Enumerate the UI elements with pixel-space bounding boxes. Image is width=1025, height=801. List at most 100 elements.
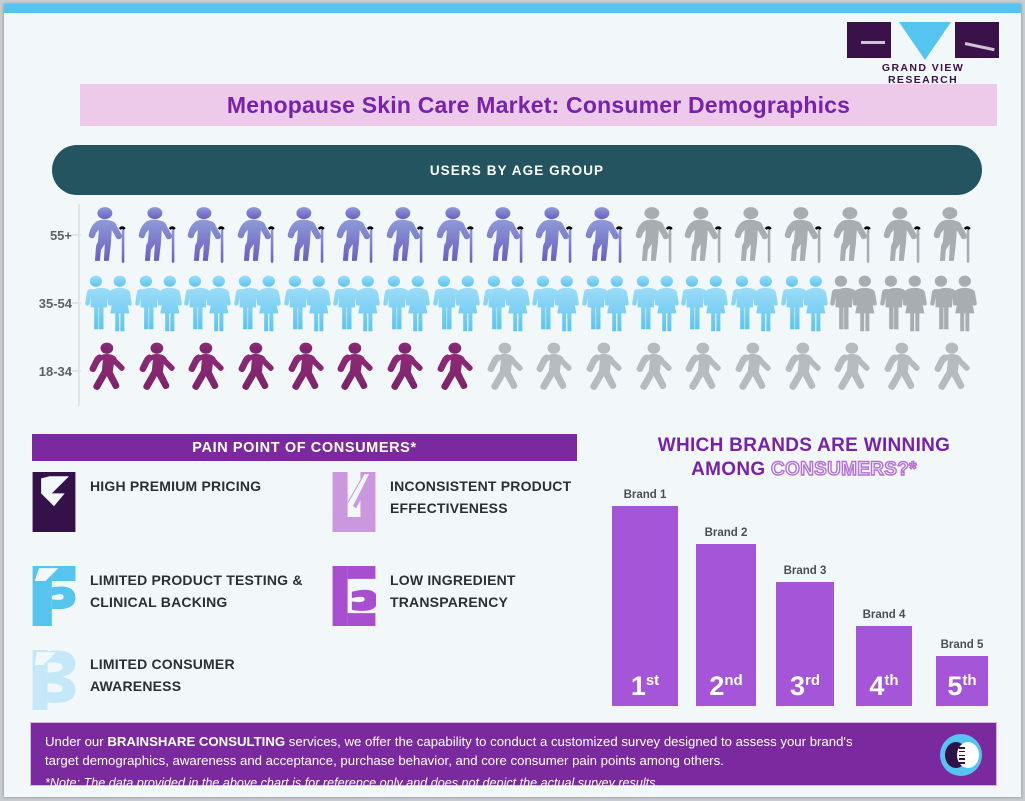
- pain-point-label: HIGH PREMIUM PRICING: [90, 478, 262, 494]
- young-walking-person-icon-filled: [233, 340, 283, 404]
- elderly-person-with-cane-icon-muted: [631, 204, 681, 268]
- numbered-badge-4-icon: [332, 472, 376, 532]
- young-walking-person-icon-filled: [183, 340, 233, 404]
- top-accent-bar: [4, 4, 1021, 13]
- pictogram-axis: [78, 204, 80, 406]
- logo-g-block: [847, 22, 891, 58]
- elderly-person-with-cane-icon-muted: [929, 204, 979, 268]
- logo-v-triangle: [899, 22, 951, 60]
- bar-group: Brand 2 2nd: [696, 527, 756, 706]
- adult-couple-holding-hands-icon-filled: [233, 272, 283, 336]
- logo-r-block: [955, 22, 999, 58]
- brainshare-logo: [940, 734, 982, 776]
- bar-group: Brand 5 5th: [936, 639, 988, 706]
- bar-rank-label: 4th: [869, 671, 899, 701]
- age-group-pictogram-chart: 55+ 35-54 18-34: [32, 202, 982, 410]
- elderly-person-with-cane-icon-filled: [531, 204, 581, 268]
- young-walking-person-icon-filled: [283, 340, 333, 404]
- footer-paragraph: Under our BRAINSHARE CONSULTING services…: [45, 732, 875, 770]
- young-walking-person-icon-filled: [332, 340, 382, 404]
- young-walking-person-icon-filled: [84, 340, 134, 404]
- elderly-person-with-cane-icon-filled: [482, 204, 532, 268]
- bar-rank-label: 3rd: [789, 671, 821, 701]
- bar-rank-label: 5th: [947, 671, 977, 701]
- axis-tick: [72, 370, 81, 372]
- pain-point-item: LOW INGREDIENT TRANSPARENCY: [332, 566, 582, 626]
- elderly-person-with-cane-icon-filled: [283, 204, 333, 268]
- pain-point-label: INCONSISTENT PRODUCT EFFECTIVENESS: [390, 478, 572, 516]
- pain-point-label: LOW INGREDIENT TRANSPARENCY: [390, 572, 516, 610]
- numbered-badge-2-icon: [32, 566, 76, 626]
- pain-points-section-header: PAIN POINT OF CONSUMERS*: [32, 434, 577, 461]
- adult-couple-holding-hands-icon-filled: [432, 272, 482, 336]
- bar: 1st: [612, 506, 678, 706]
- young-walking-person-icon-muted: [581, 340, 631, 404]
- bar-group: Brand 1 1st: [612, 489, 678, 706]
- adult-couple-holding-hands-icon-filled: [332, 272, 382, 336]
- bar-category-label: Brand 4: [862, 609, 906, 621]
- elderly-person-with-cane-icon-muted: [680, 204, 730, 268]
- pain-point-item: INCONSISTENT PRODUCT EFFECTIVENESS: [332, 472, 582, 532]
- logo-text: GRAND VIEW RESEARCH: [881, 62, 965, 86]
- numbered-badge-1-icon: [32, 472, 76, 532]
- page-title: Menopause Skin Care Market: Consumer Dem…: [226, 91, 851, 118]
- bar-rank-label: 1st: [630, 671, 660, 701]
- brands-bar-chart: Brand 1 1st Brand 2 2nd Brand 3 3rd Brand 4 4th…: [608, 489, 1008, 706]
- age-group-header-label: USERS BY AGE GROUP: [429, 162, 605, 178]
- bar-category-label: Brand 2: [704, 527, 748, 539]
- young-walking-person-icon-muted: [531, 340, 581, 404]
- footer-brainshare-consulting: BRAINSHARE CONSULTING: [107, 734, 286, 749]
- elderly-person-with-cane-icon-filled: [183, 204, 233, 268]
- elderly-person-with-cane-icon-filled: [581, 204, 631, 268]
- pain-point-label: LIMITED PRODUCT TESTING & CLINICAL BACKI…: [90, 572, 303, 610]
- numbered-badge-5-icon: [332, 566, 378, 626]
- elderly-person-with-cane-icon-filled: [382, 204, 432, 268]
- adult-couple-holding-hands-icon-filled: [134, 272, 184, 336]
- young-walking-person-icon-muted: [730, 340, 780, 404]
- footer-text: Under our BRAINSHARE CONSULTING services…: [45, 732, 875, 790]
- bar: 4th: [856, 626, 912, 706]
- axis-tick: [72, 302, 81, 304]
- young-walking-person-icon-muted: [780, 340, 830, 404]
- adult-couple-holding-hands-icon-muted: [929, 272, 979, 336]
- bar: 3rd: [776, 582, 834, 706]
- age-row-label-18-34: 18-34: [38, 364, 72, 379]
- young-walking-person-icon-muted: [482, 340, 532, 404]
- brands-title-line1: WHICH BRANDS ARE WINNING: [657, 435, 951, 456]
- elderly-person-with-cane-icon-muted: [879, 204, 929, 268]
- pain-point-item: LIMITED PRODUCT TESTING & CLINICAL BACKI…: [32, 566, 322, 626]
- footer-callout: Under our BRAINSHARE CONSULTING services…: [30, 722, 997, 790]
- pain-point-item: LIMITED CONSUMER AWARENESS: [32, 650, 322, 710]
- bar-group: Brand 4 4th: [856, 609, 912, 706]
- adult-couple-holding-hands-icon-filled: [780, 272, 830, 336]
- elderly-person-with-cane-icon-filled: [432, 204, 482, 268]
- pain-point-label: LIMITED CONSUMER AWARENESS: [90, 656, 235, 694]
- adult-couple-holding-hands-icon-muted: [879, 272, 929, 336]
- elderly-person-with-cane-icon-filled: [84, 204, 134, 268]
- footer-note: *Note: The data provided in the above ch…: [45, 776, 659, 791]
- pictogram-row-18-34: [84, 340, 980, 404]
- adult-couple-holding-hands-icon-filled: [581, 272, 631, 336]
- bar-rank-label: 2nd: [709, 671, 743, 701]
- elderly-person-with-cane-icon-muted: [730, 204, 780, 268]
- adult-couple-holding-hands-icon-filled: [382, 272, 432, 336]
- young-walking-person-icon-filled: [382, 340, 432, 404]
- page-title-band: Menopause Skin Care Market: Consumer Dem…: [80, 84, 997, 126]
- young-walking-person-icon-muted: [631, 340, 681, 404]
- adult-couple-holding-hands-icon-muted: [829, 272, 879, 336]
- pain-points-header-label: PAIN POINT OF CONSUMERS*: [192, 439, 417, 456]
- footer-line1-b: services, we offer the capability to con…: [45, 734, 853, 769]
- young-walking-person-icon-filled: [432, 340, 482, 404]
- young-walking-person-icon-muted: [929, 340, 979, 404]
- brands-chart-title: WHICH BRANDS ARE WINNING AMONG CONSUMERS…: [604, 434, 1004, 482]
- young-walking-person-icon-muted: [829, 340, 879, 404]
- age-row-label-55+: 55+: [49, 228, 72, 243]
- infographic-frame: GRAND VIEW RESEARCH Menopause Skin Care …: [4, 4, 1021, 797]
- footer-line1-a: Under our: [45, 734, 108, 749]
- brands-title-among: AMONG: [691, 458, 772, 480]
- brands-title-consumers: CONSUMERS?*: [770, 458, 917, 480]
- adult-couple-holding-hands-icon-filled: [482, 272, 532, 336]
- elderly-person-with-cane-icon-muted: [780, 204, 830, 268]
- adult-couple-holding-hands-icon-filled: [680, 272, 730, 336]
- bar-category-label: Brand 5: [940, 639, 984, 651]
